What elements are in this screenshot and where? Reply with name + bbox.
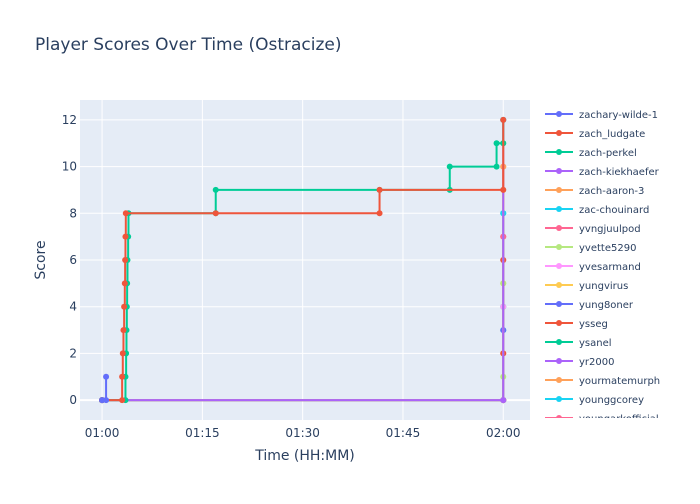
series-zachary-wilde-1	[99, 373, 110, 404]
data-point	[493, 163, 500, 170]
legend-item[interactable]: zach_ludgate	[545, 129, 645, 140]
legend-item[interactable]: ysseg	[545, 319, 608, 330]
x-tick-label: 01:00	[85, 426, 120, 440]
legend-label: yvette5290	[579, 243, 636, 254]
series-layer	[99, 116, 507, 404]
legend-item[interactable]: younggcorey	[545, 395, 644, 406]
legend-item[interactable]: zach-kiekhaefer	[545, 167, 660, 178]
legend-label: yungvirus	[579, 281, 628, 292]
y-tick-label: 6	[69, 253, 77, 267]
y-tick-label: 2	[69, 346, 77, 360]
x-axis-title: Time (HH:MM)	[254, 448, 355, 464]
y-axis-title: Score	[33, 240, 49, 279]
data-point	[122, 233, 129, 240]
data-point	[500, 116, 507, 123]
data-point	[122, 210, 129, 217]
legend-label: zac-chouinard	[579, 205, 649, 216]
data-point	[446, 163, 453, 170]
legend-label: zachary-wilde-1	[579, 110, 658, 121]
data-point	[119, 373, 126, 380]
data-point	[376, 210, 383, 217]
data-point	[376, 186, 383, 193]
legend-label: youngarkofficial	[579, 414, 659, 425]
chart-title: Player Scores Over Time (Ostracize)	[35, 35, 342, 55]
legend-swatch-marker	[556, 415, 562, 418]
y-tick-label: 8	[69, 206, 77, 220]
legend-item[interactable]: youngarkofficial	[545, 414, 659, 425]
legend-label: yourmatemurph	[579, 376, 660, 387]
legend-swatch-marker	[556, 168, 562, 174]
data-point	[121, 280, 128, 287]
legend-swatch-marker	[556, 187, 562, 193]
legend-label: yr2000	[579, 357, 614, 368]
data-point	[212, 186, 219, 193]
legend-label: yvesarmand	[579, 262, 641, 273]
data-point	[212, 210, 219, 217]
legend-item[interactable]: zach-perkel	[545, 148, 637, 159]
legend-swatch-marker	[556, 282, 562, 288]
data-point	[119, 397, 126, 404]
legend-label: zach_ludgate	[579, 129, 645, 140]
legend-item[interactable]: yr2000	[545, 357, 614, 368]
legend-swatch-marker	[556, 320, 562, 326]
legend-swatch-marker	[556, 130, 562, 136]
data-point	[500, 186, 507, 193]
x-tick-label: 01:15	[185, 426, 220, 440]
legend-swatch-marker	[556, 244, 562, 250]
legend-label: zach-kiekhaefer	[579, 167, 660, 178]
data-point	[122, 257, 129, 263]
legend-item[interactable]: yourmatemurph	[545, 376, 660, 387]
data-point	[119, 350, 126, 357]
x-tick-label: 01:30	[285, 426, 320, 440]
legend-item[interactable]: yvngjuulpod	[545, 224, 641, 235]
legend-swatch-marker	[556, 111, 562, 117]
legend-swatch-marker	[556, 206, 562, 212]
legend-item[interactable]: zach-aaron-3	[545, 186, 644, 197]
data-point	[500, 397, 507, 404]
legend-item[interactable]: zachary-wilde-1	[545, 110, 658, 121]
legend-swatch-marker	[556, 358, 562, 364]
legend-label: zach-perkel	[579, 148, 637, 159]
data-point	[103, 373, 110, 380]
legend-label: younggcorey	[579, 395, 644, 406]
y-tick-label: 4	[69, 300, 77, 314]
legend-item[interactable]: yvesarmand	[545, 262, 641, 273]
legend-item[interactable]: yvette5290	[545, 243, 636, 254]
y-tick-label: 10	[62, 160, 77, 174]
legend-label: ysseg	[579, 319, 608, 330]
x-tick-label: 01:45	[386, 426, 421, 440]
data-point	[121, 303, 128, 310]
y-tick-label: 0	[69, 393, 77, 407]
x-tick-label: 02:00	[486, 426, 521, 440]
legend-label: yvngjuulpod	[579, 224, 641, 235]
legend[interactable]: zachary-wilde-1 zach_ludgate zach-perkel za…	[545, 110, 660, 425]
y-tick-label: 12	[62, 113, 77, 127]
legend-item[interactable]: yung8oner	[545, 300, 634, 311]
legend-swatch-marker	[556, 225, 562, 231]
legend-label: zach-aaron-3	[579, 186, 644, 197]
legend-label: yung8oner	[579, 300, 634, 311]
tick-layer: 01:00 01:15 01:30 01:45 02:00 0 2 4 6 8 10 12	[62, 113, 521, 440]
data-point	[493, 140, 500, 147]
legend-swatch-marker	[556, 377, 562, 383]
legend-swatch-marker	[556, 396, 562, 402]
legend-swatch-marker	[556, 149, 562, 155]
data-point	[103, 397, 110, 404]
legend-swatch-marker	[556, 301, 562, 307]
data-point	[120, 327, 127, 334]
legend-item[interactable]: zac-chouinard	[545, 205, 649, 216]
legend-label: ysanel	[579, 338, 612, 349]
legend-item[interactable]: yungvirus	[545, 281, 628, 292]
legend-item[interactable]: ysanel	[545, 338, 612, 349]
legend-swatch-marker	[556, 263, 562, 269]
legend-swatch-marker	[556, 339, 562, 345]
